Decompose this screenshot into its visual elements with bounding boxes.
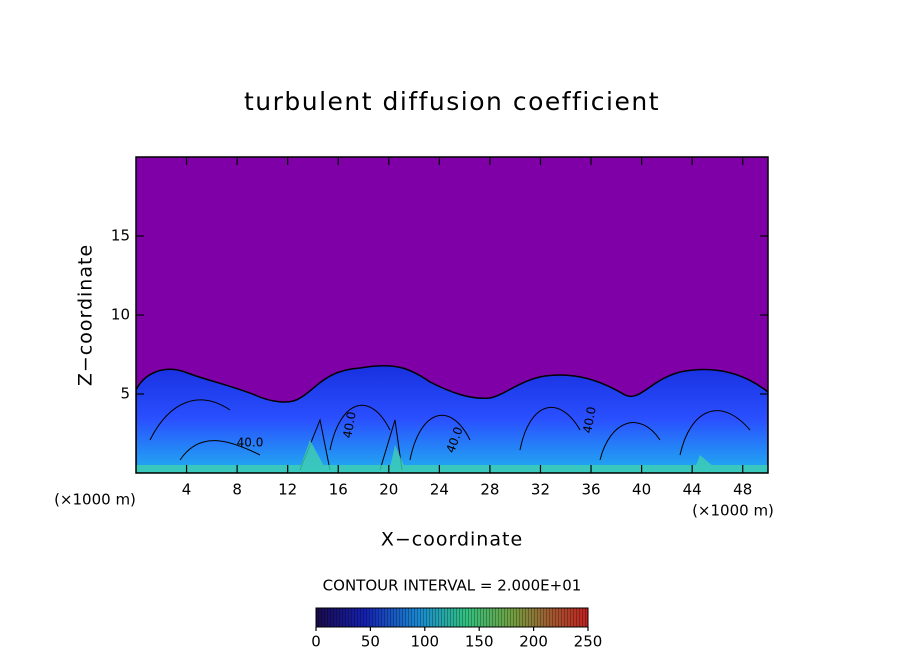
x-tick-label: 44: [683, 481, 702, 499]
y-tick-label: 10: [111, 306, 130, 324]
x-tick-label: 20: [379, 481, 398, 499]
x-tick-label: 8: [232, 481, 242, 499]
x-axis-label: X−coordinate: [381, 529, 523, 551]
chart-title: turbulent diffusion coefficient: [244, 87, 660, 116]
colorbar-frame: [315, 607, 589, 628]
colorbar-tick-label: 100: [410, 633, 439, 651]
x-tick-label: 48: [733, 481, 752, 499]
contour-label: 40.0: [340, 411, 358, 440]
colorbar-tick-label: 200: [519, 633, 548, 651]
x-tick-label: 12: [278, 481, 297, 499]
x-unit-left: (×1000 m): [54, 491, 136, 509]
x-tick-label: 40: [632, 481, 651, 499]
x-tick-label: 24: [430, 481, 449, 499]
x-unit-right: (×1000 m): [692, 502, 774, 520]
x-tick-label: 4: [182, 481, 192, 499]
x-tick-label: 36: [581, 481, 600, 499]
x-tick-label: 16: [329, 481, 348, 499]
y-tick-label: 15: [111, 227, 130, 245]
y-axis-label: Z−coordinate: [75, 244, 97, 386]
turbulent-layer: [136, 364, 768, 473]
contour-label: 40.0: [580, 406, 598, 435]
x-tick-label: 28: [480, 481, 499, 499]
colorbar-tick-label: 150: [465, 633, 494, 651]
x-tick-label: 32: [531, 481, 550, 499]
contour-interval: CONTOUR INTERVAL = 2.000E+01: [323, 577, 582, 595]
colorbar-tick-label: 0: [311, 633, 321, 651]
colorbar-tick-label: 50: [361, 633, 380, 651]
contour-label: 40.0: [237, 436, 264, 450]
y-tick-label: 5: [120, 385, 130, 403]
colorbar-tick-label: 250: [574, 633, 603, 651]
